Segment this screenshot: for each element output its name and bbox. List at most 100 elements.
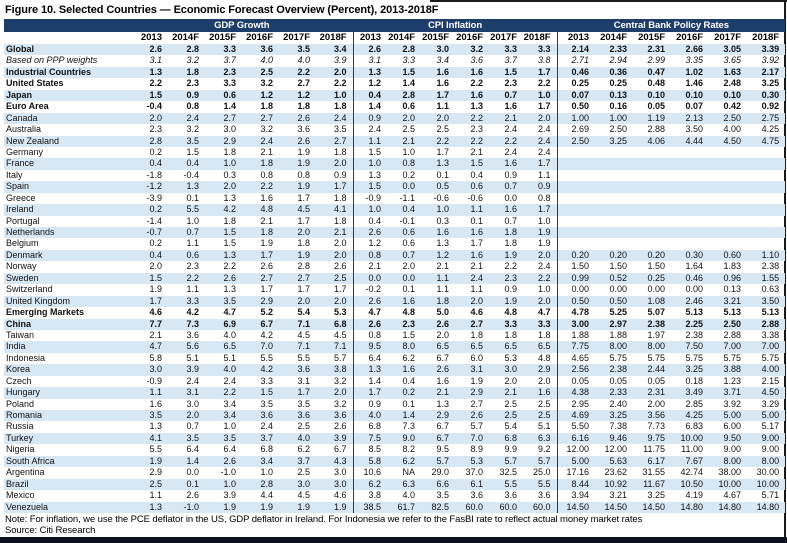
table-cell: 60.0 <box>523 501 558 513</box>
table-cell: 7.5 <box>352 432 388 445</box>
table-cell: 2.4 <box>523 135 558 147</box>
table-cell: 1.9 <box>260 238 273 249</box>
table-cell: 2.3 <box>489 272 524 285</box>
table-cell <box>633 216 671 227</box>
table-cell: 2.0 <box>436 329 450 340</box>
table-cell: 4.65 <box>556 352 596 365</box>
table-cell: 0.4 <box>387 204 422 216</box>
table-row: Argentina 2.9 0.0 -1.0 1.0 2.5 3.0 10.6 NA 29.0 37… <box>4 467 785 479</box>
table-cell: 3.2 <box>260 78 273 89</box>
table-cell: 4.5 <box>297 329 310 340</box>
table-cell: -0.6 <box>433 192 450 203</box>
table-cell: 6.5 <box>523 341 558 353</box>
table-cell: 1.5 <box>489 66 524 79</box>
table-row: Poland 1.6 3.0 3.4 3.5 3.5 3.2 0.9 0.1 1.3 2.7 2.5 2… <box>4 398 785 410</box>
table-cell: 5.3 <box>455 455 490 468</box>
table-cell: 4.25 <box>761 124 780 135</box>
table-cell: 3.2 <box>186 124 199 135</box>
table-cell: 2.6 <box>279 135 316 147</box>
table-cell <box>709 227 748 239</box>
table-cell: 0.20 <box>556 249 596 262</box>
table-cell: 1.00 <box>595 112 634 125</box>
table-cell <box>747 204 786 216</box>
table-cell: 9.50 <box>709 432 748 445</box>
table-cell: 60.0 <box>489 501 524 513</box>
table-cell: 1.3 <box>436 398 450 409</box>
table-cell: 30.00 <box>756 467 780 478</box>
table-cell: 3.50 <box>685 124 704 135</box>
table-cell: 2.6 <box>205 455 242 468</box>
year-header: 2018F <box>319 32 347 43</box>
table-cell: 2.5 <box>523 410 558 422</box>
table-cell: 3.29 <box>761 398 780 409</box>
table-cell: 5.7 <box>523 455 558 468</box>
year-header: 2013 <box>556 32 596 44</box>
table-cell: 2.2 <box>504 261 518 272</box>
table-cell <box>595 204 634 216</box>
table-cell: 11.00 <box>681 444 704 455</box>
table-cell: 25.0 <box>533 467 551 478</box>
table-cell: 0.0 <box>504 192 518 203</box>
table-cell: 2.9 <box>455 387 490 399</box>
table-cell: 7.3 <box>402 421 416 432</box>
table-cell: 6.7 <box>436 421 450 432</box>
table-cell: 2.4 <box>504 124 518 135</box>
table-cell: 1.64 <box>685 261 704 272</box>
figure-frame-bottom-bar <box>0 537 787 543</box>
row-label: Belgium <box>6 238 39 249</box>
table-cell: 6.7 <box>242 318 279 330</box>
table-cell: 9.00 <box>761 444 780 455</box>
table-cell: 0.6 <box>387 227 422 239</box>
table-cell <box>556 158 596 170</box>
year-header: 2013 <box>352 32 388 44</box>
table-cell: 3.6 <box>316 410 354 422</box>
table-cell: 2.3 <box>149 124 162 135</box>
table-cell: 0.1 <box>168 478 205 491</box>
table-cell: 2.0 <box>523 112 558 125</box>
table-cell: 1.8 <box>260 101 273 112</box>
table-cell: 3.9 <box>168 364 205 376</box>
table-cell: 1.8 <box>334 192 347 203</box>
table-cell: 2.8 <box>168 44 205 56</box>
table-cell: 3.5 <box>131 410 168 422</box>
table-cell: 6.8 <box>260 444 273 455</box>
table-cell: 2.7 <box>470 398 484 409</box>
table-cell: 4.8 <box>242 204 279 216</box>
table-cell: 1.6 <box>149 398 162 409</box>
table-cell: 38.00 <box>718 467 742 478</box>
table-cell: 5.7 <box>421 455 456 468</box>
table-cell: 1.1 <box>186 284 199 295</box>
table-cell: 1.5 <box>131 272 168 285</box>
table-cell: 2.0 <box>538 375 551 386</box>
table-cell <box>633 227 672 239</box>
section-header-cpi-inflation: CPI Inflation <box>352 19 558 32</box>
table-cell: 2.6 <box>352 44 388 56</box>
table-cell <box>747 193 785 204</box>
forecast-table: GDP Growth CPI Inflation Central Bank Po… <box>4 19 786 513</box>
table-cell: 1.0 <box>352 204 388 216</box>
table-cell: 2.5 <box>316 272 354 285</box>
figure-frame-top-border <box>430 0 787 2</box>
row-label: Czech <box>6 375 32 386</box>
table-cell: 0.13 <box>595 89 634 102</box>
table-cell: 0.8 <box>538 192 551 203</box>
table-cell: 3.94 <box>556 490 596 502</box>
table-cell: 1.2 <box>421 249 456 262</box>
year-header: 2016F <box>456 32 484 43</box>
table-row: Based on PPP weights 3.1 3.2 3.7 4.0 4.0 3.9 3.… <box>4 55 785 67</box>
table-cell: 6.2 <box>387 455 422 468</box>
table-cell: 0.2 <box>149 238 162 249</box>
table-cell: 2.31 <box>633 387 672 399</box>
table-cell: 5.8 <box>149 352 162 363</box>
row-label: Brazil <box>4 478 131 491</box>
table-cell: 0.1 <box>470 215 484 226</box>
table-cell: 0.36 <box>595 66 634 79</box>
table-cell: 3.1 <box>297 375 310 386</box>
table-row: South Africa 1.9 1.4 2.6 3.4 3.7 4.3 5.8 6.2 5.7 5… <box>4 455 786 468</box>
table-cell: 2.0 <box>421 112 456 125</box>
table-row: Indonesia 5.8 5.1 5.1 5.5 5.5 5.7 6.4 6.2 6.7 6.0 5… <box>4 352 785 365</box>
table-cell: 2.5 <box>297 467 310 478</box>
table-cell: 5.1 <box>186 352 199 363</box>
table-cell: 0.1 <box>402 398 416 409</box>
table-cell: 4.0 <box>279 432 316 445</box>
